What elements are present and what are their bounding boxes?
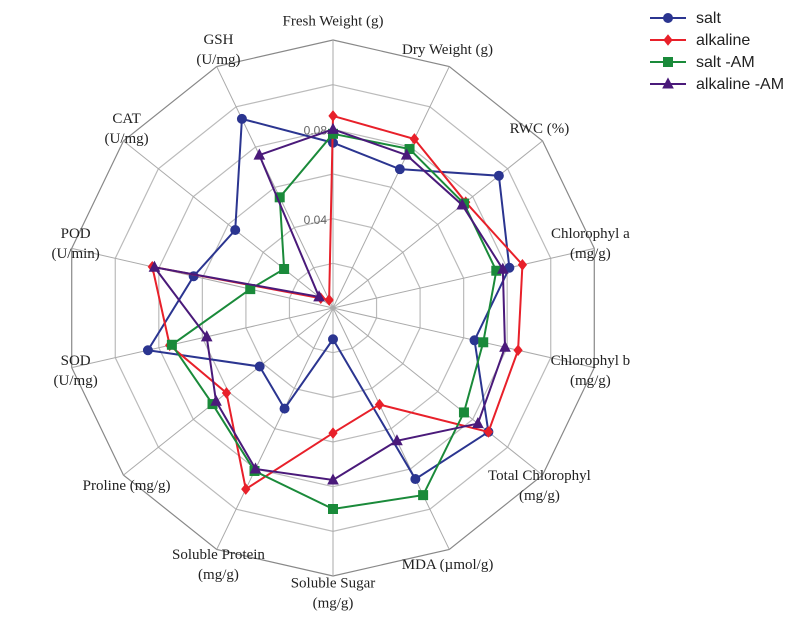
point	[148, 260, 161, 272]
spoke	[332, 307, 450, 550]
spoke	[332, 307, 595, 369]
point	[418, 490, 429, 501]
legend-label: salt	[696, 10, 721, 27]
point	[210, 394, 222, 406]
spoke	[123, 140, 334, 309]
legend-label: alkaline -AM	[696, 76, 784, 93]
category-label: MDA (µmol/g)	[402, 557, 494, 573]
point	[254, 361, 265, 372]
series-line	[170, 132, 498, 511]
category-label: Chlorophyl b	[551, 353, 631, 369]
legend-marker	[663, 13, 673, 23]
legend-marker	[663, 34, 673, 46]
point	[221, 387, 232, 399]
point	[469, 335, 480, 346]
category-label: SOD	[61, 353, 91, 369]
category-label: POD	[61, 226, 91, 242]
category-label: Dry Weight (g)	[402, 42, 493, 58]
category-label: CAT	[112, 111, 140, 127]
point	[241, 483, 251, 495]
category-label: (mg/g)	[570, 373, 611, 389]
point	[236, 113, 247, 124]
spoke	[71, 307, 334, 369]
point	[517, 258, 528, 271]
point	[253, 148, 266, 160]
category-label: (U/mg)	[54, 373, 98, 389]
category-label: Chlorophyl a	[551, 226, 630, 242]
point	[409, 133, 420, 145]
category-label: GSH	[203, 32, 233, 48]
point	[328, 504, 338, 514]
point	[400, 148, 413, 160]
point	[279, 264, 290, 275]
category-label: (U/mg)	[196, 52, 240, 68]
point	[472, 417, 484, 429]
legend-marker	[663, 57, 673, 67]
point	[142, 345, 153, 356]
category-label: Proline (mg/g)	[83, 478, 171, 494]
point	[374, 398, 385, 411]
point	[493, 170, 504, 181]
point	[230, 225, 241, 236]
category-label: Soluble Protein	[172, 547, 265, 563]
point	[478, 337, 489, 348]
point	[166, 339, 177, 350]
point	[328, 427, 338, 439]
point	[458, 407, 469, 418]
point	[328, 334, 338, 345]
point	[391, 434, 403, 446]
spoke	[332, 66, 450, 309]
spoke	[332, 140, 543, 309]
point	[497, 262, 509, 274]
category-label: Fresh Weight (g)	[282, 13, 383, 29]
category-label: (mg/g)	[519, 488, 560, 504]
point	[328, 110, 338, 122]
spoke	[332, 307, 543, 476]
point	[249, 462, 262, 474]
point	[327, 122, 339, 134]
point	[327, 473, 339, 485]
point	[456, 198, 469, 210]
point	[499, 340, 511, 352]
category-label: Soluble Sugar	[291, 575, 376, 591]
spoke	[216, 66, 334, 309]
category-label: (mg/g)	[198, 567, 239, 583]
category-label: Total Chlorophyl	[488, 468, 591, 484]
category-label: RWC (%)	[510, 121, 570, 137]
category-label: (U/min)	[51, 246, 99, 262]
point	[513, 344, 523, 357]
category-label: (U/mg)	[105, 131, 149, 147]
point	[200, 330, 213, 342]
legend-label: salt -AM	[696, 54, 755, 71]
legend-marker	[662, 77, 674, 89]
point	[483, 426, 494, 438]
point	[313, 290, 325, 302]
spoke	[332, 247, 595, 309]
point	[394, 164, 405, 175]
category-label: (mg/g)	[313, 595, 354, 611]
r-tick-label: 0.04	[304, 213, 328, 227]
spoke	[71, 247, 334, 309]
category-label: (mg/g)	[570, 246, 611, 262]
point	[410, 474, 421, 485]
point	[404, 144, 415, 155]
spoke	[216, 307, 334, 550]
point	[279, 403, 290, 414]
legend-label: alkaline	[696, 32, 750, 49]
point	[324, 294, 334, 306]
